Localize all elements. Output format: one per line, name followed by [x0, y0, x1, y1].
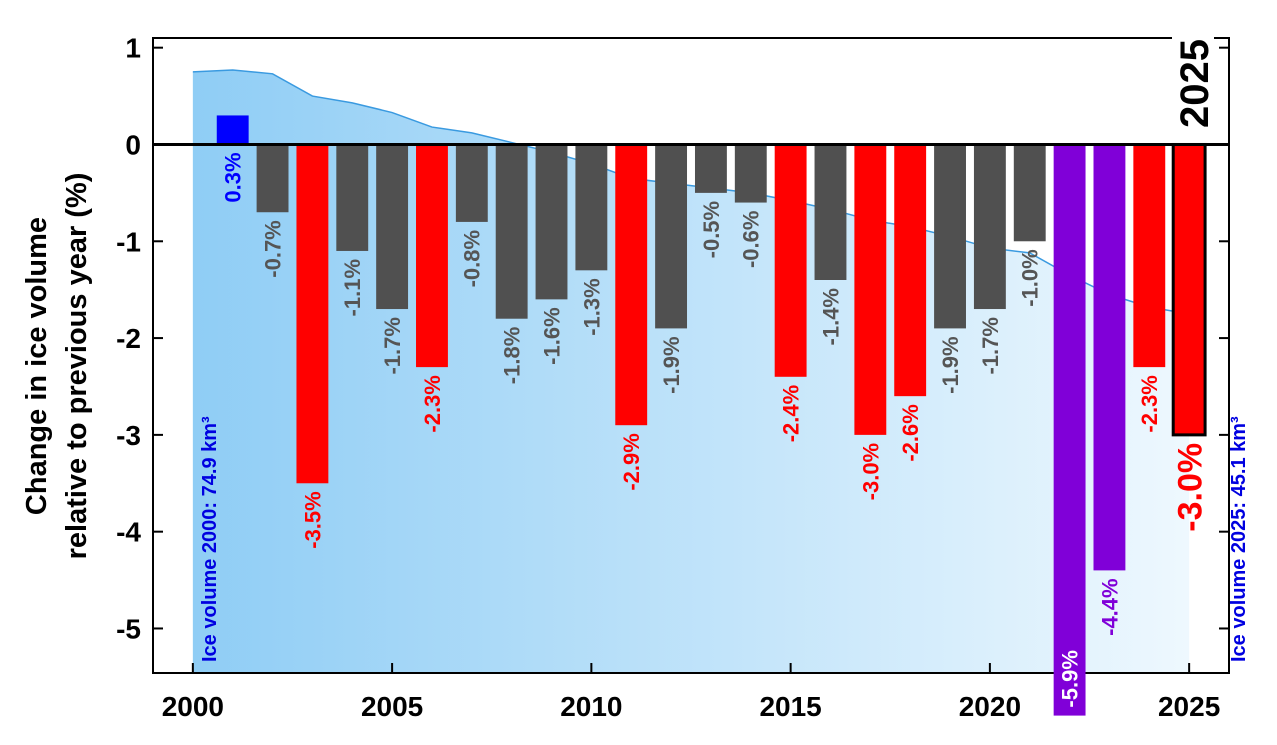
- value-label: -2.9%: [619, 433, 644, 490]
- bar: [973, 144, 1006, 310]
- value-label: -1.7%: [978, 317, 1003, 374]
- y-axis-label: Change in ice volume relative to previous…: [21, 173, 93, 560]
- value-label: -1.7%: [380, 317, 405, 374]
- y-tick-label: -4: [116, 517, 141, 548]
- bar: [376, 144, 409, 310]
- bar: [814, 144, 847, 280]
- bar: [854, 144, 887, 435]
- bar: [216, 115, 249, 145]
- y-label-line: relative to previous year (%): [61, 173, 93, 560]
- value-label: -1.9%: [938, 336, 963, 393]
- value-label: -2.6%: [898, 404, 923, 461]
- value-label: -0.7%: [260, 220, 285, 277]
- volume-line: [192, 69, 1190, 315]
- bar: [1133, 144, 1166, 368]
- x-tick-label: 2015: [759, 691, 821, 722]
- x-tick-label: 2005: [361, 691, 423, 722]
- bar: [734, 144, 767, 203]
- value-label: -3.5%: [300, 491, 325, 548]
- bar: [934, 144, 966, 329]
- value-label: -3.0%: [1171, 443, 1209, 532]
- value-label: -1.9%: [659, 336, 684, 393]
- x-tick-label: 2010: [560, 691, 622, 722]
- bar: [416, 144, 448, 368]
- x-tick-label: 2020: [959, 691, 1021, 722]
- bar: [1171, 142, 1207, 437]
- bar: [336, 144, 369, 251]
- value-label: -1.4%: [818, 288, 843, 345]
- y-tick-label: 1: [125, 33, 141, 64]
- value-label: -0.8%: [460, 230, 485, 287]
- value-label: -0.6%: [739, 211, 764, 268]
- bar: [495, 144, 528, 319]
- bar: [455, 144, 488, 222]
- value-label: -1.6%: [539, 307, 564, 364]
- volume-note: Ice volume 2025: 45.1 km³: [1228, 416, 1250, 662]
- annotation-bg: [1172, 18, 1214, 130]
- bar: [1013, 144, 1046, 242]
- y-tick-label: -5: [116, 613, 141, 644]
- value-label: -5.9%: [1058, 650, 1083, 707]
- bar: [535, 144, 568, 300]
- bar: [575, 144, 608, 271]
- bar: [256, 144, 289, 213]
- bar: [694, 144, 727, 193]
- plot-frame: [152, 37, 1230, 674]
- value-label: -1.0%: [1018, 249, 1043, 306]
- year-annotation: 2025: [1173, 39, 1217, 128]
- value-label: -3.0%: [858, 443, 883, 500]
- y-label-line: Change in ice volume: [21, 217, 53, 515]
- value-label: -4.4%: [1097, 578, 1122, 635]
- value-label: -2.3%: [1137, 375, 1162, 432]
- y-tick-label: -2: [116, 323, 141, 354]
- bar: [1093, 144, 1126, 571]
- bar: [615, 144, 648, 426]
- bar: [1053, 144, 1086, 716]
- value-label: -2.4%: [779, 385, 804, 442]
- bar: [655, 144, 688, 329]
- bar: [296, 144, 329, 484]
- value-label: -1.3%: [579, 278, 604, 335]
- x-tick-label: 2025: [1158, 691, 1220, 722]
- value-label: 0.3%: [221, 152, 246, 202]
- value-label: -2.3%: [420, 375, 445, 432]
- volume-note: Ice volume 2000: 74.9 km³: [199, 416, 221, 662]
- y-tick-label: -1: [116, 226, 141, 257]
- y-tick-label: -3: [116, 420, 141, 451]
- y-tick-label: 0: [125, 129, 141, 160]
- value-label: -0.5%: [699, 201, 724, 258]
- value-label: -1.8%: [500, 327, 525, 384]
- value-label: -1.1%: [340, 259, 365, 316]
- x-tick-label: 2000: [162, 691, 224, 722]
- bar: [774, 144, 807, 377]
- bar: [894, 144, 927, 397]
